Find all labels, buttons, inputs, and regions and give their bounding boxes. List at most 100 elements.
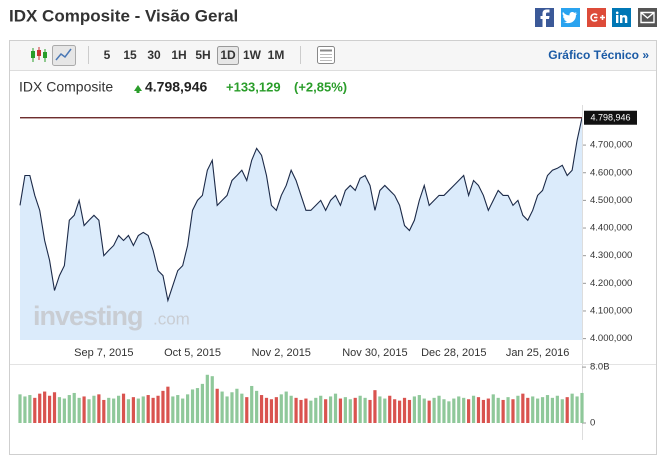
interval-button[interactable]: 15 — [123, 48, 137, 62]
interval-button[interactable]: 1W — [243, 48, 262, 62]
interval-button[interactable]: 1D — [220, 48, 236, 62]
volume-bar — [467, 399, 471, 423]
y-tick-label: 4.300,000 — [590, 250, 632, 261]
volume-bar — [447, 401, 451, 423]
y-tick-label: 4.100,000 — [590, 305, 632, 316]
volume-bar — [545, 395, 550, 423]
volume-bar — [299, 399, 303, 423]
y-tick-label: 4.200,000 — [590, 278, 632, 289]
volume-bar — [452, 398, 456, 423]
volume-bar — [121, 393, 126, 423]
volume-bar — [116, 395, 121, 423]
volume-bar — [540, 397, 545, 423]
volume-bar — [383, 398, 387, 423]
interval-button[interactable]: 5 — [104, 48, 111, 62]
volume-tick-label: 0 — [590, 418, 595, 429]
line-chart-icon[interactable] — [52, 45, 76, 66]
volume-bar — [486, 398, 490, 423]
volume-bar — [378, 396, 382, 423]
volume-bar — [437, 395, 441, 423]
linkedin-glyph — [615, 11, 628, 23]
volume-bar — [402, 397, 407, 423]
interval-button[interactable]: 30 — [147, 48, 161, 62]
volume-bar — [176, 395, 180, 423]
volume-bar — [57, 397, 62, 423]
googleplus-glyph — [590, 13, 605, 22]
volume-bar — [28, 395, 32, 423]
volume-bar — [457, 396, 461, 423]
volume-bar — [195, 388, 200, 423]
volume-bar — [259, 395, 264, 423]
interval-button[interactable]: 1H — [171, 48, 186, 62]
volume-bar — [210, 376, 214, 423]
share-icons[interactable] — [535, 8, 657, 27]
volume-bar — [570, 393, 574, 423]
volume-bar — [235, 388, 239, 423]
volume-bar — [304, 398, 308, 423]
volume-bar — [250, 385, 254, 423]
interval-button[interactable]: 1M — [268, 48, 285, 62]
volume-bar — [171, 396, 175, 423]
volume-bar — [314, 397, 318, 423]
x-tick-label: Nov 30, 2015 — [342, 347, 407, 359]
volume-bar — [264, 397, 269, 423]
quote-change-pct: (+2,85%) — [294, 79, 347, 94]
volume-bar — [240, 393, 244, 423]
technical-chart-link[interactable]: Gráfico Técnico » — [548, 48, 649, 62]
y-tick-label: 4.600,000 — [590, 167, 632, 178]
volume-bar — [82, 396, 86, 423]
volume-bar — [555, 395, 559, 423]
volume-bar — [52, 392, 57, 423]
watermark-suffix: .com — [153, 309, 190, 328]
volume-bar — [126, 399, 131, 423]
table-icon[interactable] — [317, 46, 335, 64]
volume-bar — [363, 397, 367, 423]
volume-bar — [205, 374, 209, 423]
volume-bar — [536, 398, 540, 423]
volume-bar — [373, 390, 377, 423]
volume-bar — [112, 398, 116, 423]
volume-bar — [560, 399, 564, 423]
last-price-tag — [584, 110, 637, 125]
volume-bar — [521, 393, 525, 423]
volume-bar — [388, 395, 392, 423]
volume-bar — [368, 399, 372, 423]
candle-icon[interactable] — [31, 47, 47, 62]
quote-change: +133,129 — [226, 79, 281, 94]
volume-bar — [501, 399, 505, 423]
watermark: investing — [33, 301, 143, 331]
x-tick-label: Sep 7, 2015 — [74, 347, 133, 359]
volume-bar — [432, 397, 436, 423]
volume-bar — [476, 397, 481, 423]
facebook-glyph — [540, 9, 550, 27]
volume-bar — [18, 394, 22, 423]
volume-bar — [393, 399, 397, 423]
volume-bar — [230, 392, 234, 423]
volume-bar — [417, 395, 421, 423]
volume-bar — [38, 393, 42, 423]
volume-bar — [412, 396, 416, 423]
volume-bar — [43, 391, 47, 423]
volume-bar — [151, 397, 155, 423]
volume-bar — [131, 397, 135, 423]
twitter-glyph — [562, 11, 578, 24]
x-tick-label: Oct 5, 2015 — [164, 347, 221, 359]
volume-bar — [255, 390, 259, 423]
volume-bar — [511, 399, 515, 423]
volume-bar — [166, 386, 170, 423]
volume-bar — [324, 399, 328, 423]
volume-bar — [186, 394, 190, 423]
volume-bar — [343, 397, 347, 423]
interval-group: 5 15 30 1H 5H 1D 1W 1M — [104, 46, 285, 65]
volume-bar — [319, 395, 323, 423]
volume-bar — [87, 399, 91, 423]
volume-tick-label: 8.0B — [590, 362, 610, 373]
volume-bar — [107, 397, 111, 423]
interval-button[interactable]: 5H — [195, 48, 210, 62]
volume-bar — [397, 400, 402, 423]
volume-bar — [245, 397, 249, 423]
volume-bar — [491, 394, 495, 423]
volume-bar — [580, 392, 584, 423]
x-tick-label: Dec 28, 2015 — [421, 347, 486, 359]
